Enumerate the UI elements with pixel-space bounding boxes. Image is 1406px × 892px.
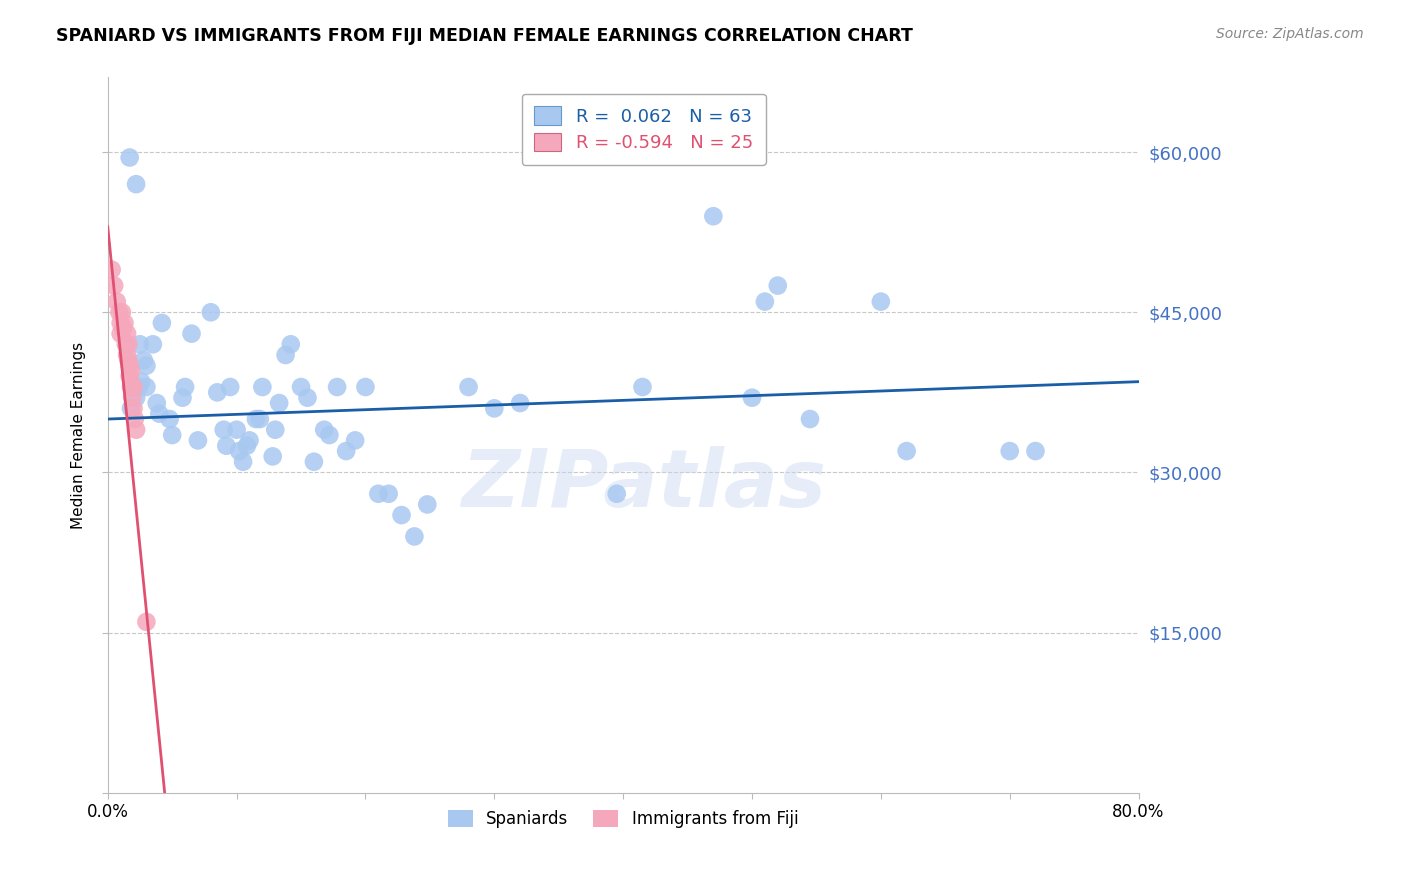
Point [108,305,131,319]
Point [219,380,242,394]
Point [484,401,506,416]
Point [269,396,291,410]
Point [404,529,426,543]
Point [125,423,148,437]
Point [290,380,312,394]
Point [896,444,918,458]
Point [318,428,340,442]
Point [870,294,893,309]
Point [326,380,349,394]
Point [118,151,141,165]
Point [228,444,250,458]
Text: Source: ZipAtlas.com: Source: ZipAtlas.com [1216,27,1364,41]
Point [252,380,274,394]
Point [128,380,150,394]
Point [110,316,132,330]
Point [631,380,654,394]
Point [225,423,247,437]
Point [120,401,142,416]
Point [280,337,302,351]
Point [105,294,128,309]
Point [120,380,142,394]
Point [135,615,157,629]
Point [129,337,152,351]
Point [509,396,531,410]
Point [150,316,173,330]
Point [122,380,145,394]
Point [702,209,724,223]
Point [354,380,377,394]
Y-axis label: Median Female Earnings: Median Female Earnings [72,342,86,529]
Point [297,391,319,405]
Point [236,439,259,453]
Point [111,305,134,319]
Point [998,444,1021,458]
Text: ZIPatlas: ZIPatlas [461,446,827,524]
Point [129,375,152,389]
Point [180,326,202,341]
Point [457,380,479,394]
Point [212,423,235,437]
Point [215,439,238,453]
Point [118,359,141,373]
Point [416,498,439,512]
Point [160,428,183,442]
Point [766,278,789,293]
Point [249,412,271,426]
Point [274,348,297,362]
Point [159,412,181,426]
Point [114,337,136,351]
Point [121,380,143,394]
Point [142,337,165,351]
Point [262,450,284,464]
Point [1024,444,1046,458]
Point [200,305,222,319]
Point [148,407,170,421]
Point [114,316,136,330]
Point [135,380,157,394]
Point [314,423,336,437]
Text: SPANIARD VS IMMIGRANTS FROM FIJI MEDIAN FEMALE EARNINGS CORRELATION CHART: SPANIARD VS IMMIGRANTS FROM FIJI MEDIAN … [56,27,912,45]
Point [264,423,287,437]
Point [125,177,148,191]
Point [741,391,763,405]
Point [122,401,145,416]
Point [132,353,155,368]
Legend: Spaniards, Immigrants from Fiji: Spaniards, Immigrants from Fiji [441,803,806,834]
Point [799,412,821,426]
Point [232,455,254,469]
Point [187,434,209,448]
Point [120,364,142,378]
Point [112,321,135,335]
Point [124,412,146,426]
Point [118,369,141,384]
Point [125,391,148,405]
Point [606,487,628,501]
Point [117,353,139,368]
Point [145,396,167,410]
Point [238,434,260,448]
Point [344,434,367,448]
Point [335,444,357,458]
Point [110,326,132,341]
Point [115,326,138,341]
Point [174,380,197,394]
Point [117,337,139,351]
Point [121,391,143,405]
Point [135,359,157,373]
Point [367,487,389,501]
Point [103,278,125,293]
Point [391,508,413,522]
Point [115,348,138,362]
Point [245,412,267,426]
Point [172,391,194,405]
Point [207,385,229,400]
Point [100,262,122,277]
Point [754,294,776,309]
Point [302,455,325,469]
Point [377,487,399,501]
